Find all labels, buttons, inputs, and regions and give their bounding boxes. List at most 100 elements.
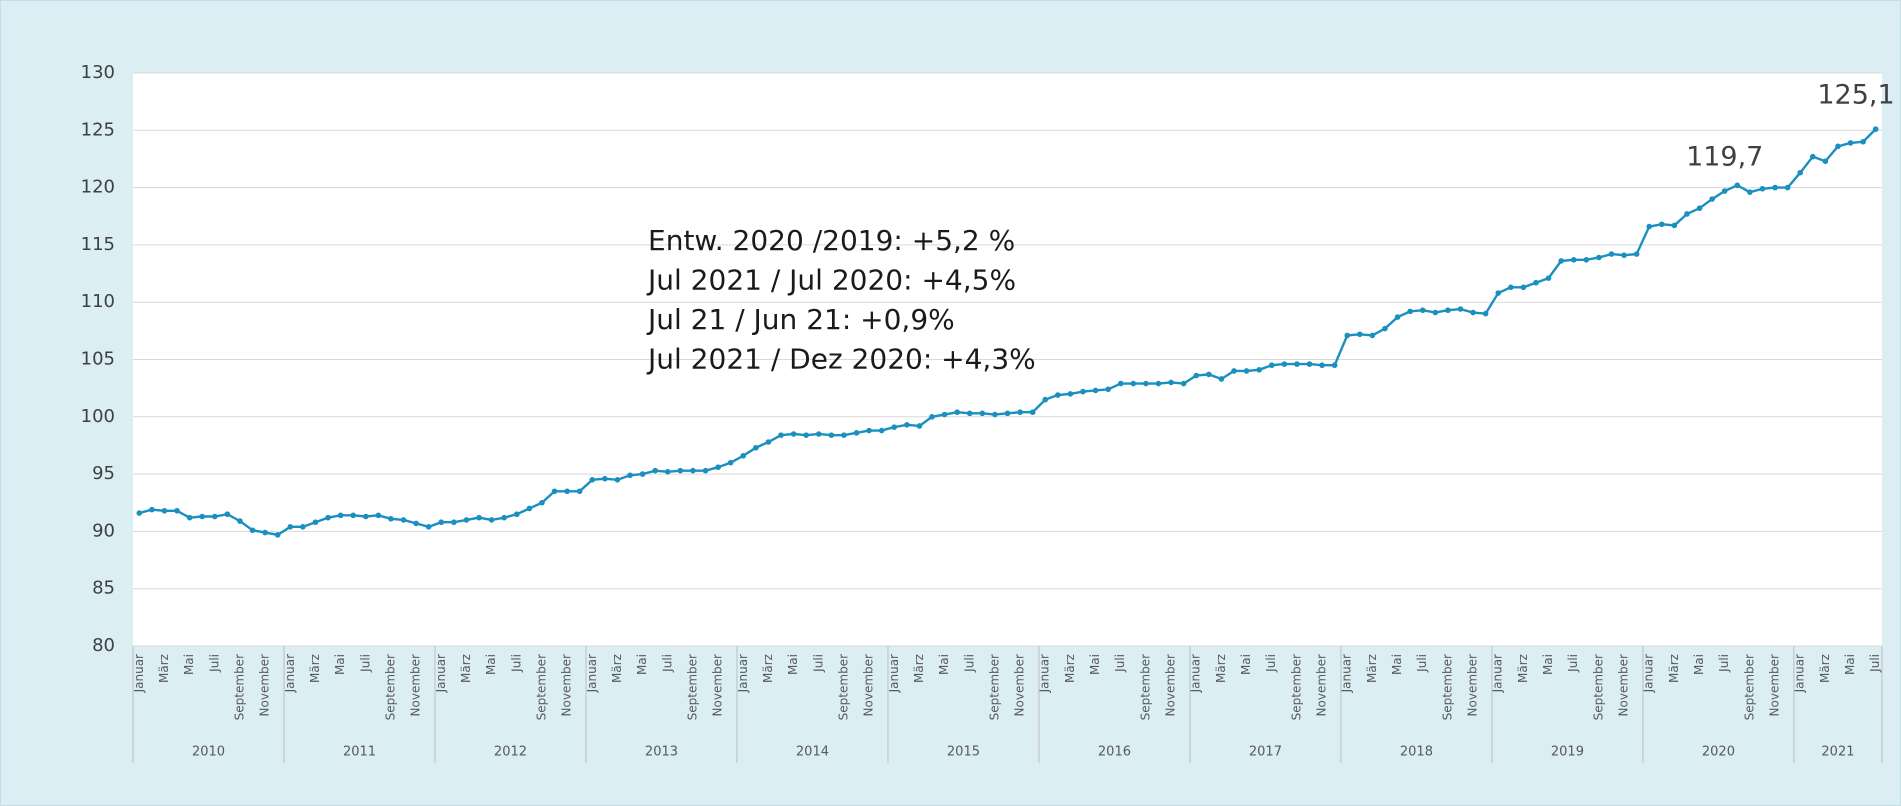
x-tick-label: September	[1591, 654, 1605, 720]
data-point	[664, 469, 671, 475]
x-tick-label: Juli	[660, 654, 674, 673]
data-point	[400, 517, 407, 523]
x-tick-label: November	[1768, 654, 1782, 716]
x-tick-label: Januar	[434, 654, 448, 693]
data-point	[1495, 290, 1502, 296]
data-point	[488, 517, 495, 523]
x-tick-label: März	[912, 654, 926, 683]
data-point	[564, 488, 570, 495]
year-label: 2015	[947, 745, 980, 760]
data-point	[1243, 368, 1250, 374]
data-point	[1684, 211, 1690, 217]
x-tick-label: September	[836, 654, 850, 720]
x-tick-label: September	[1138, 654, 1152, 720]
data-point	[1256, 367, 1262, 373]
data-point	[878, 427, 885, 434]
data-point	[740, 452, 747, 459]
data-point	[841, 432, 847, 438]
data-point	[602, 475, 608, 482]
x-tick-label: Januar	[887, 654, 901, 693]
data-point	[627, 472, 633, 479]
data-point	[476, 514, 482, 521]
x-tick-label: März	[1516, 654, 1530, 683]
data-point	[916, 423, 923, 429]
data-point	[362, 513, 369, 520]
data-point	[1646, 223, 1653, 230]
data-point	[828, 432, 835, 438]
data-point	[1029, 409, 1036, 416]
data-point	[526, 505, 533, 512]
data-point	[1797, 169, 1804, 176]
x-tick-label: März	[761, 654, 775, 683]
x-tick-label: November	[862, 654, 876, 716]
x-tick-label: Januar	[1642, 654, 1656, 693]
x-tick-label: März	[610, 654, 624, 683]
annotation-line: Jul 21 / Jun 21: +0,9%	[646, 303, 955, 336]
data-point	[1482, 310, 1489, 317]
data-point	[224, 511, 231, 518]
data-point	[652, 467, 658, 474]
data-point	[1206, 371, 1212, 378]
data-point	[337, 512, 344, 519]
data-point	[1092, 387, 1099, 394]
data-point	[1067, 391, 1074, 397]
data-point	[199, 513, 206, 520]
data-point	[388, 515, 394, 522]
data-point	[161, 507, 168, 514]
x-tick-label: Juli	[1868, 654, 1882, 673]
x-tick-label: März	[308, 654, 322, 683]
data-point	[1872, 126, 1879, 132]
data-point	[1080, 388, 1086, 395]
year-label: 2016	[1098, 745, 1131, 760]
data-point	[1407, 308, 1413, 315]
x-tick-label: März	[1365, 654, 1379, 683]
data-point	[891, 424, 898, 430]
x-tick-label: November	[1617, 654, 1631, 716]
x-tick-label: September	[383, 654, 397, 720]
data-point	[1860, 138, 1866, 145]
year-label: 2020	[1702, 745, 1735, 760]
data-point	[1772, 184, 1778, 191]
x-tick-label: September	[987, 654, 1001, 720]
x-tick-label: Mai	[1843, 654, 1857, 675]
x-tick-label: Januar	[736, 654, 750, 693]
data-point	[1608, 251, 1615, 257]
data-point	[941, 411, 948, 418]
data-point	[690, 467, 696, 474]
x-tick-label: September	[232, 654, 246, 720]
data-point	[1633, 251, 1640, 257]
data-point	[866, 427, 872, 434]
x-tick-label: September	[534, 654, 548, 720]
data-point	[1596, 254, 1602, 261]
data-point	[1520, 284, 1527, 291]
x-tick-label: Juli	[1264, 654, 1278, 673]
data-point	[1545, 275, 1552, 281]
data-point	[1583, 256, 1590, 263]
data-point	[1155, 380, 1162, 387]
x-tick-label: Mai	[786, 654, 800, 675]
data-point	[501, 514, 507, 521]
x-tick-label: Mai	[333, 654, 347, 675]
data-point	[677, 467, 684, 474]
data-point	[1621, 252, 1627, 259]
value-label: 119,7	[1686, 142, 1763, 173]
data-point	[1055, 392, 1061, 398]
x-tick-label: November	[560, 654, 574, 716]
data-point	[1193, 372, 1200, 379]
data-point	[992, 411, 998, 418]
y-tick-label: 90	[92, 520, 115, 541]
y-tick-label: 120	[81, 177, 115, 198]
data-point	[966, 410, 973, 417]
data-point	[1042, 396, 1049, 403]
data-point	[1017, 409, 1023, 416]
data-point	[463, 517, 470, 523]
x-tick-label: Mai	[635, 654, 649, 675]
x-tick-label: Januar	[1793, 654, 1807, 693]
data-point	[778, 432, 784, 438]
data-point	[539, 499, 545, 506]
x-tick-label: Juli	[1113, 654, 1127, 673]
data-point	[186, 514, 193, 521]
x-tick-label: Januar	[283, 654, 297, 693]
data-point	[1747, 189, 1753, 195]
data-point	[639, 471, 646, 477]
